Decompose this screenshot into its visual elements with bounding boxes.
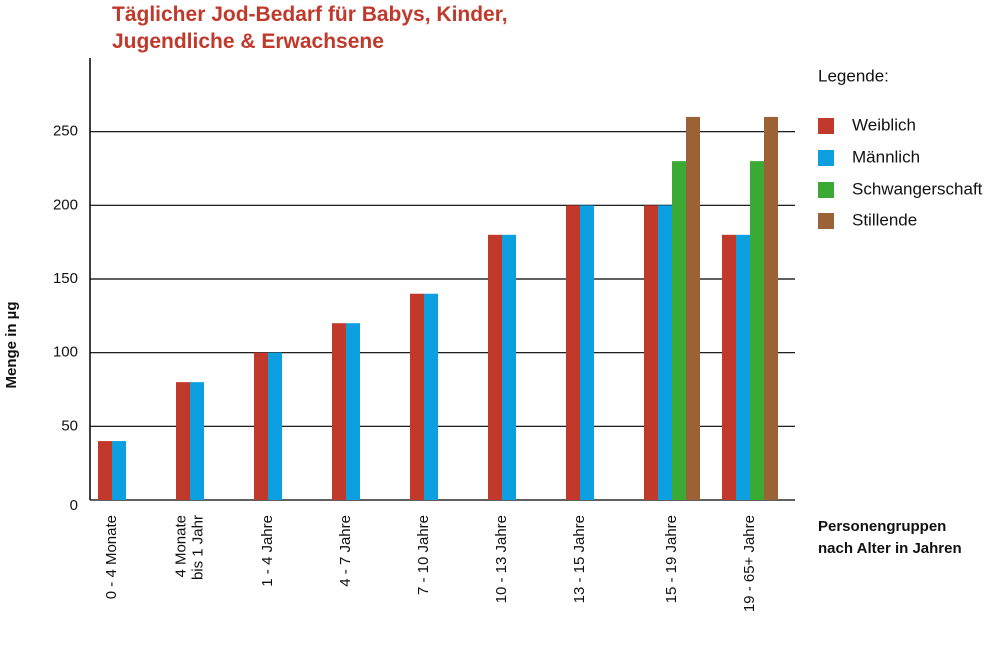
bar [190, 382, 204, 500]
bar [98, 441, 112, 500]
x-tick-label: 19 - 65+ Jahre [741, 515, 758, 612]
bar [488, 234, 502, 501]
legend-swatch [818, 182, 834, 198]
y-tick-label: 150 [53, 270, 78, 287]
bar [658, 205, 672, 501]
legend-swatch [818, 118, 834, 134]
legend-label: Weiblich [852, 115, 916, 134]
bar [332, 323, 346, 500]
x-tick-label: 10 - 13 Jahre [493, 515, 510, 603]
bar [736, 234, 750, 501]
bar [176, 382, 190, 500]
bar [672, 161, 686, 500]
legend-label: Schwangerschaft [852, 179, 983, 198]
bar [112, 441, 126, 500]
bar [424, 293, 438, 500]
legend-swatch [818, 213, 834, 229]
x-tick-label: 7 - 10 Jahre [415, 515, 432, 595]
x-tick-label: 4 Monatebis 1 Jahr [172, 515, 206, 580]
x-axis-label: Personengruppen nach Alter in Jahren [818, 518, 962, 557]
y-axis-label: Menge in µg [3, 302, 20, 389]
bar [580, 205, 594, 501]
bar [566, 205, 580, 501]
x-tick-label: 15 - 19 Jahre [663, 515, 680, 603]
bar [254, 352, 268, 500]
y-tick-label: 100 [53, 344, 78, 361]
y-tick-label: 50 [61, 417, 78, 434]
legend-label: Männlich [852, 147, 920, 166]
y-tick-label: 200 [53, 196, 78, 213]
x-tick-label: 0 - 4 Monate [103, 515, 120, 599]
x-tick-label: 13 - 15 Jahre [571, 515, 588, 603]
x-tick-label: 1 - 4 Jahre [259, 515, 276, 587]
x-tick-label: 4 - 7 Jahre [337, 515, 354, 587]
bar [764, 116, 778, 500]
y-tick-label: 0 [70, 497, 78, 514]
y-tick-label: 250 [53, 123, 78, 140]
bar [750, 161, 764, 500]
bar [268, 352, 282, 500]
bar [686, 116, 700, 500]
legend-swatch [818, 150, 834, 166]
bar [346, 323, 360, 500]
chart-title: Täglicher Jod-Bedarf für Babys, Kinder, J… [112, 3, 508, 53]
bar [722, 234, 736, 501]
legend-title: Legende: [818, 66, 889, 85]
bar [644, 205, 658, 501]
legend-label: Stillende [852, 210, 917, 229]
bar [410, 293, 424, 500]
bar [502, 234, 516, 501]
